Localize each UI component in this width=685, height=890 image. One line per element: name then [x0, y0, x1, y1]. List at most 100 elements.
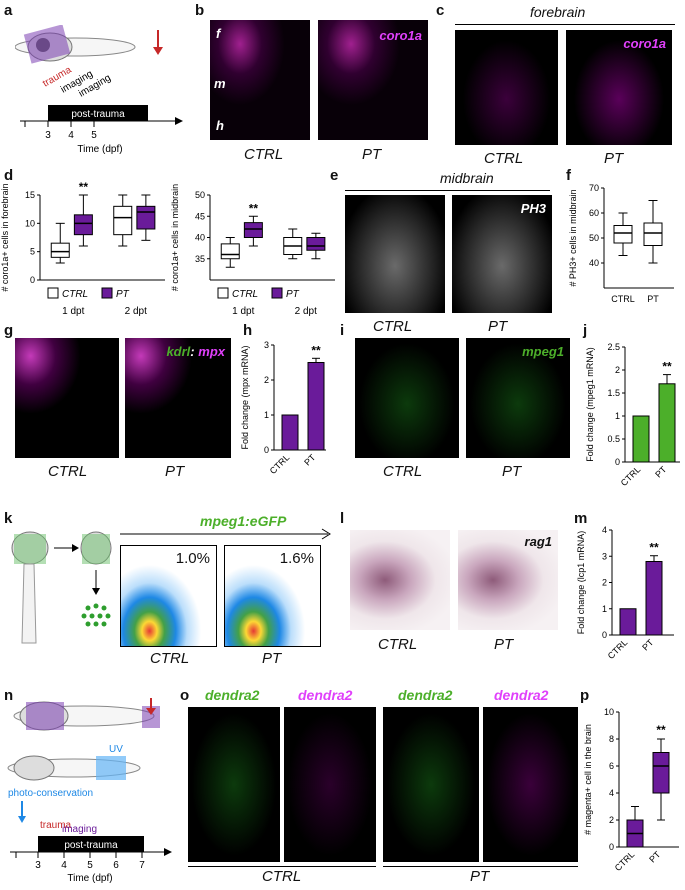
y-tick-label: 50 [195, 190, 205, 200]
panel-c-title: forebrain [530, 4, 586, 20]
y-tick-label: 2 [602, 578, 607, 588]
y-tick-label: 2 [264, 375, 269, 385]
box-ctrl-box [50, 242, 70, 258]
legend-swatch-ctrl [47, 287, 59, 299]
micrograph-l-pt: rag1 [458, 530, 558, 630]
panel-label-h: h [243, 322, 253, 339]
box-pt-box [243, 222, 263, 238]
cond-l-ctrl: CTRL [378, 636, 418, 653]
y-tick-label: 10 [25, 218, 35, 228]
larva-icon [15, 25, 136, 64]
y-tick-label: 60 [589, 208, 599, 218]
box-ctrl-box [113, 205, 133, 236]
y-axis-label: # coro1a+ cells in midbrain [170, 184, 180, 291]
x-tick-label: PT [647, 294, 659, 304]
svg-text:5: 5 [87, 860, 93, 871]
x-tick-label: CTRL [613, 849, 637, 873]
micrograph-g-ctrl [15, 338, 119, 458]
box-pt-box [73, 214, 93, 236]
y-tick-label: 4 [602, 525, 607, 535]
box-pt-box [306, 237, 326, 251]
panel-k-arrow [120, 528, 331, 540]
y-tick-label: 35 [195, 254, 205, 264]
micrograph-c-pt: coro1a [566, 30, 672, 145]
x-tick-label: 1 dpt [62, 306, 84, 317]
y-tick-label: 0 [609, 842, 614, 852]
bar-pt [307, 362, 325, 451]
y-tick-label: 6 [609, 761, 614, 771]
svg-text:5: 5 [91, 130, 97, 141]
x-tick-label: PT [653, 464, 669, 480]
panel-label-f: f [566, 167, 571, 184]
panel-label-d: d [4, 167, 14, 184]
cond-b-pt: PT [362, 146, 382, 163]
legend-label-ctrl: CTRL [232, 289, 258, 300]
y-axis-label: Fold change (lcp1 mRNA) [576, 531, 586, 635]
y-tick-label: 0 [615, 457, 620, 467]
y-axis-label: # magenta+ cell in the brain [583, 724, 593, 835]
o-header-3: dendra2 [398, 687, 453, 703]
significance-mark: ** [311, 343, 321, 357]
y-tick-label: 2 [609, 815, 614, 825]
flow-cytometry-ctrl: 1.0% [120, 545, 217, 647]
box-ctrl-box [220, 243, 240, 260]
cond-b-ctrl: CTRL [244, 146, 284, 163]
x-tick-label: 2 dpt [125, 306, 147, 317]
cond-g-pt: PT [165, 463, 185, 480]
chart-p: 0 2 4 6 8 10 # magenta+ cell in the brain CTRL P… [583, 707, 679, 873]
legend-swatch-ctrl [217, 287, 229, 299]
post-trauma-bar-label-n: post-trauma [64, 840, 118, 851]
significance-mark: ** [649, 541, 659, 555]
y-tick-label: 5 [30, 247, 35, 257]
svg-text:4: 4 [68, 130, 74, 141]
x-tick-label: PT [302, 452, 318, 468]
y-tick-label: 0.5 [607, 434, 620, 444]
y-tick-label: 1 [602, 604, 607, 614]
y-axis-label: Fold change (mpeg1 mRNA) [585, 347, 595, 462]
panel-label-k: k [4, 510, 13, 527]
y-tick-label: 8 [609, 734, 614, 744]
micrograph-o-pt-magenta [483, 707, 578, 862]
x-tick-label: CTRL [268, 452, 292, 476]
cond-k-ctrl: CTRL [150, 650, 190, 667]
y-tick-label: 3 [602, 551, 607, 561]
cond-c-ctrl: CTRL [484, 150, 524, 167]
micrograph-o-ctrl-green [188, 707, 280, 862]
cond-c-pt: PT [604, 150, 624, 167]
y-tick-label: 50 [589, 233, 599, 243]
panel-k-title: mpeg1:eGFP [200, 513, 287, 529]
timeline-diagram-n: UV photo-conservation trauma imaging pos… [7, 698, 172, 884]
bar-pt [658, 383, 676, 463]
micrograph-i-pt: mpeg1 [466, 338, 570, 458]
x-tick-label: 1 dpt [232, 306, 254, 317]
micrograph-i-ctrl [355, 338, 459, 458]
box-pt-box [652, 752, 670, 794]
box-pt-box [136, 205, 156, 230]
panel-label-g: g [4, 322, 14, 339]
bar-ctrl [632, 415, 650, 463]
significance-mark: ** [249, 201, 259, 215]
legend-swatch-pt [271, 287, 283, 299]
chart-d-midbrain: 35 40 45 50 # coro1a+ cells in midbrain 1 dpt… [170, 184, 335, 317]
svg-text:4: 4 [61, 860, 67, 871]
chart-j: 0 0.5 1 1.5 2 2.5 Fold change (mpeg1 mRNA) CTRL… [585, 342, 680, 488]
svg-text:6: 6 [113, 860, 119, 871]
bar-ctrl [281, 414, 299, 451]
x-tick-label: CTRL [619, 464, 643, 488]
imaging-label-n: imaging [62, 824, 97, 835]
y-tick-label: 40 [589, 258, 599, 268]
y-tick-label: 15 [25, 190, 35, 200]
y-tick-label: 0 [602, 630, 607, 640]
legend-label-pt: PT [116, 289, 130, 300]
panel-label-n: n [4, 687, 14, 704]
micrograph-g-pt: kdrl: mpx [125, 338, 231, 458]
o-header-1: dendra2 [205, 687, 260, 703]
micrograph-o-pt-green [383, 707, 479, 862]
y-axis-label: # coro1a+ cells in forebrain [0, 183, 10, 291]
panel-label-b: b [195, 2, 205, 19]
y-axis-label: # PH3+ cells in midbrain [568, 189, 578, 286]
panel-label-i: i [340, 322, 345, 339]
y-tick-label: 2.5 [607, 342, 620, 352]
x-tick-label: PT [640, 637, 656, 653]
svg-text:3: 3 [35, 860, 41, 871]
